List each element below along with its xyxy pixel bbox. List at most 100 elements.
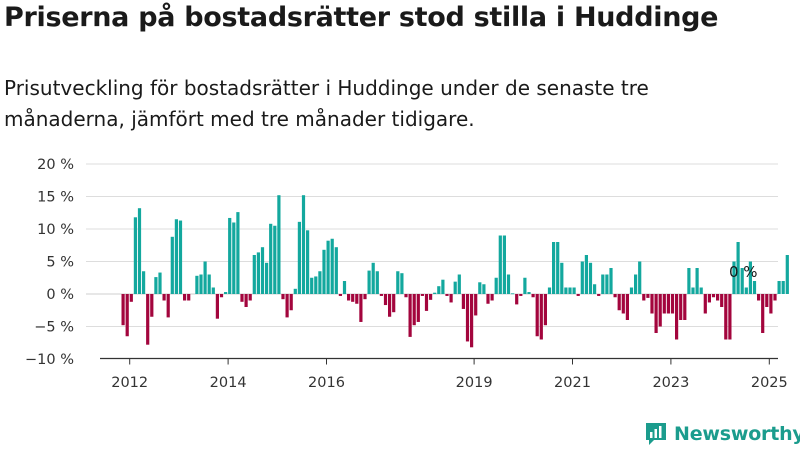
bar <box>785 255 789 294</box>
bar <box>552 242 556 294</box>
bar <box>232 222 236 294</box>
bar <box>289 294 293 311</box>
bar <box>297 221 301 294</box>
bar <box>580 261 584 294</box>
bar <box>728 294 732 340</box>
bar <box>515 294 519 305</box>
bar <box>183 294 187 301</box>
bar <box>781 281 785 294</box>
x-tick-label: 2014 <box>210 375 247 391</box>
bar <box>265 262 269 294</box>
bar <box>256 252 260 294</box>
bar <box>248 294 252 301</box>
bar <box>687 268 691 294</box>
bar <box>146 294 150 345</box>
brand-name: Newsworthy <box>674 423 800 445</box>
bar <box>367 270 371 294</box>
bar <box>584 255 588 294</box>
bar <box>724 294 728 340</box>
bar <box>777 281 781 294</box>
bar <box>441 279 445 294</box>
bar <box>330 238 334 294</box>
bar <box>404 294 408 298</box>
bar <box>207 274 211 294</box>
bar <box>699 287 703 294</box>
bar <box>654 294 658 333</box>
bar <box>355 294 359 304</box>
bar <box>351 294 355 302</box>
bar <box>523 277 527 294</box>
bar <box>470 294 474 348</box>
bar <box>613 294 617 298</box>
x-tick-label: 2012 <box>111 375 148 391</box>
bar <box>137 208 142 294</box>
bar <box>129 294 133 302</box>
bar <box>474 294 478 316</box>
bar <box>683 294 687 320</box>
bar <box>211 287 215 294</box>
newsworthy-logo-icon <box>646 423 666 445</box>
x-tick-label: 2023 <box>652 375 689 391</box>
bar <box>621 294 625 314</box>
bar <box>761 294 765 333</box>
bar <box>252 255 256 294</box>
bar <box>326 240 330 294</box>
bar <box>293 288 297 294</box>
bar <box>461 294 465 309</box>
bar <box>449 294 453 303</box>
y-tick-label: 0 % <box>46 287 74 303</box>
bar <box>744 287 748 294</box>
bar <box>736 242 740 294</box>
bar <box>732 261 736 294</box>
bar <box>310 277 314 294</box>
bar <box>605 274 609 294</box>
bar <box>711 294 716 298</box>
bar <box>203 261 207 294</box>
bar <box>547 287 552 294</box>
bar <box>629 287 634 294</box>
bar <box>757 294 761 301</box>
bar <box>638 261 642 294</box>
bar <box>301 195 306 294</box>
bar <box>445 294 449 296</box>
bar <box>400 273 404 294</box>
bar <box>539 294 543 340</box>
bar <box>334 247 338 294</box>
bars <box>121 195 789 348</box>
bar <box>347 294 351 301</box>
bar <box>482 284 486 294</box>
y-tick-label: 5 % <box>46 255 74 271</box>
last-value-label: 0 % <box>729 263 758 281</box>
bar <box>617 294 621 311</box>
bar <box>748 261 752 294</box>
bar <box>154 277 158 294</box>
bar <box>576 294 580 296</box>
bar <box>634 274 638 294</box>
bar <box>158 272 162 294</box>
bar <box>142 271 146 294</box>
bar <box>437 286 441 294</box>
bar <box>133 217 137 294</box>
bar <box>646 294 650 298</box>
bar <box>277 195 281 294</box>
chart-subtitle: Prisutveckling för bostadsrätter i Huddi… <box>4 76 649 131</box>
bar <box>658 294 662 327</box>
bar <box>486 294 490 304</box>
x-tick-label: 2025 <box>751 375 788 391</box>
bar <box>195 275 199 294</box>
bar <box>224 292 228 294</box>
bar <box>531 294 535 298</box>
bar <box>707 294 711 303</box>
bar <box>597 294 601 296</box>
y-tick-label: 10 % <box>37 222 74 238</box>
bar <box>219 294 224 298</box>
bar <box>383 294 388 306</box>
bar <box>703 294 707 314</box>
bar <box>416 294 420 322</box>
bar <box>318 271 322 294</box>
newsworthy-logo[interactable]: Newsworthy <box>644 419 800 449</box>
bar <box>228 217 232 294</box>
bar <box>420 294 424 296</box>
bar <box>162 294 166 301</box>
grid-lines <box>86 163 778 327</box>
